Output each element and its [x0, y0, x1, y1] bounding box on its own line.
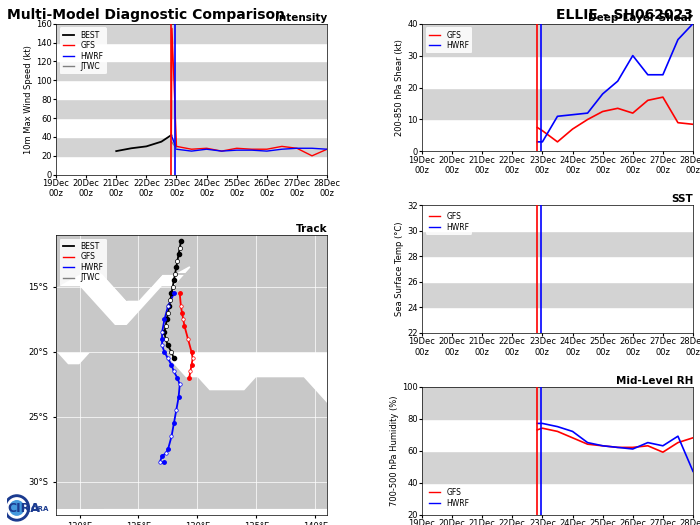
Text: Multi-Model Diagnostic Comparison: Multi-Model Diagnostic Comparison — [7, 8, 285, 22]
Polygon shape — [56, 326, 327, 508]
Y-axis label: Sea Surface Temp (°C): Sea Surface Temp (°C) — [395, 222, 405, 316]
Bar — [56, 80, 327, 99]
Polygon shape — [174, 248, 327, 352]
Y-axis label: 700-500 hPa Humidity (%): 700-500 hPa Humidity (%) — [390, 395, 399, 506]
Bar — [422, 418, 693, 450]
Bar — [422, 256, 693, 282]
Circle shape — [7, 498, 27, 518]
Polygon shape — [174, 248, 268, 300]
Text: ELLIE - SH062023: ELLIE - SH062023 — [556, 8, 693, 22]
Bar — [422, 230, 693, 256]
Legend: GFS, HWRF: GFS, HWRF — [426, 209, 472, 235]
Text: Intensity: Intensity — [275, 13, 327, 23]
Bar — [422, 282, 693, 308]
Bar — [422, 88, 693, 120]
Text: SST: SST — [671, 194, 693, 204]
Text: Deep-Layer Shear: Deep-Layer Shear — [588, 13, 693, 23]
Legend: BEST, GFS, HWRF, JTWC: BEST, GFS, HWRF, JTWC — [60, 27, 106, 74]
Bar — [56, 156, 327, 175]
Bar — [422, 56, 693, 88]
Bar — [422, 120, 693, 151]
Polygon shape — [56, 352, 327, 508]
Text: Track: Track — [295, 224, 327, 234]
Polygon shape — [56, 287, 174, 365]
Legend: GFS, HWRF: GFS, HWRF — [426, 27, 472, 53]
Bar — [422, 205, 693, 230]
Bar — [422, 24, 693, 56]
Bar — [56, 61, 327, 80]
Legend: BEST, GFS, HWRF, JTWC: BEST, GFS, HWRF, JTWC — [60, 239, 106, 286]
Y-axis label: 10m Max Wind Speed (kt): 10m Max Wind Speed (kt) — [25, 45, 33, 154]
Circle shape — [10, 501, 24, 515]
Y-axis label: 200-850 hPa Shear (kt): 200-850 hPa Shear (kt) — [395, 39, 405, 136]
Text: CIRA: CIRA — [7, 501, 40, 514]
Bar — [422, 450, 693, 482]
Polygon shape — [56, 300, 174, 508]
Bar — [56, 43, 327, 61]
Text: Mid-Level RH: Mid-Level RH — [615, 376, 693, 386]
Bar — [56, 137, 327, 156]
Bar — [56, 118, 327, 137]
Bar — [422, 482, 693, 514]
Bar — [56, 24, 327, 43]
Text: CIRA: CIRA — [31, 507, 49, 512]
Polygon shape — [56, 235, 327, 300]
Polygon shape — [56, 235, 327, 300]
Bar — [56, 99, 327, 118]
Circle shape — [4, 495, 29, 521]
Bar — [422, 308, 693, 333]
Bar — [422, 387, 693, 418]
Legend: GFS, HWRF: GFS, HWRF — [426, 485, 472, 511]
